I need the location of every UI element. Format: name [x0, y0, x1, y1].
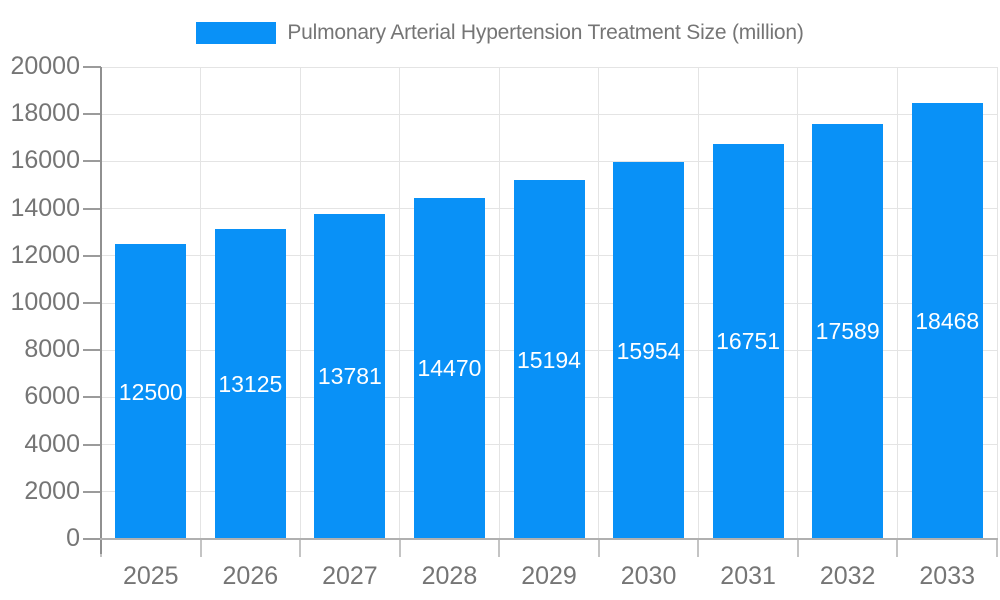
- bar-2025[interactable]: [115, 244, 187, 538]
- x-axis-label: 2030: [620, 562, 677, 590]
- x-axis-line: [100, 538, 998, 540]
- x-axis-label: 2032: [819, 562, 876, 590]
- bar-value-label: 18468: [915, 308, 980, 335]
- vertical-gridline: [697, 67, 699, 539]
- vertical-gridline: [896, 67, 898, 539]
- y-axis-label: 6000: [24, 382, 80, 411]
- x-axis-tick: [498, 539, 501, 557]
- horizontal-gridline: [101, 160, 997, 162]
- x-axis-label: 2031: [720, 562, 776, 590]
- y-axis-label: 14000: [10, 193, 80, 222]
- x-axis-label: 2027: [322, 562, 378, 590]
- vertical-gridline: [299, 67, 301, 539]
- bar-2030[interactable]: [613, 162, 685, 538]
- legend-label: Pulmonary Arterial Hypertension Treatmen…: [287, 21, 804, 44]
- x-axis-label: 2029: [521, 562, 577, 590]
- bar-2029[interactable]: [513, 180, 585, 538]
- horizontal-gridline: [101, 113, 997, 115]
- horizontal-gridline: [101, 66, 997, 68]
- x-axis-tick: [697, 539, 700, 557]
- y-axis-tick: [83, 538, 101, 540]
- legend-item[interactable]: Pulmonary Arterial Hypertension Treatmen…: [0, 21, 1000, 44]
- bar-value-label: 15954: [616, 337, 681, 364]
- y-axis-tick: [83, 396, 101, 399]
- y-axis-label: 10000: [10, 288, 80, 316]
- y-axis-tick: [83, 302, 101, 304]
- y-axis-tick: [83, 349, 101, 352]
- bar-2027[interactable]: [314, 213, 386, 538]
- x-axis-tick: [896, 539, 899, 557]
- vertical-gridline: [996, 67, 998, 539]
- y-axis-label: 2000: [24, 476, 80, 505]
- bar-value-label: 12500: [118, 378, 183, 405]
- x-axis-tick: [597, 539, 600, 557]
- y-axis-tick: [83, 160, 101, 163]
- vertical-gridline: [498, 67, 500, 539]
- y-axis-tick: [83, 490, 101, 493]
- bar-value-label: 15194: [517, 346, 581, 373]
- x-axis-tick: [398, 539, 401, 557]
- x-axis-label: 2026: [222, 562, 279, 590]
- y-axis-line: [100, 67, 102, 554]
- vertical-gridline: [200, 67, 202, 539]
- y-axis-label: 16000: [10, 146, 80, 175]
- y-axis-label: 20000: [10, 52, 80, 80]
- x-axis-label: 2025: [122, 562, 179, 590]
- y-axis-tick: [83, 113, 101, 116]
- y-axis-label: 18000: [10, 99, 80, 128]
- vertical-gridline: [598, 67, 600, 539]
- x-axis-label: 2033: [919, 562, 976, 590]
- y-axis-tick: [83, 66, 101, 68]
- bar-2031[interactable]: [712, 143, 784, 538]
- bar-value-label: 16751: [716, 328, 781, 355]
- bar-2032[interactable]: [812, 123, 884, 538]
- bar-2028[interactable]: [413, 197, 485, 538]
- bar-value-label: 17589: [815, 318, 880, 345]
- y-axis-label: 0: [66, 524, 80, 552]
- y-axis-tick: [83, 443, 101, 446]
- bar-2033[interactable]: [911, 103, 983, 538]
- y-axis-label: 12000: [10, 240, 80, 269]
- y-axis-tick: [83, 254, 101, 257]
- x-axis-tick: [299, 539, 302, 557]
- x-axis-tick: [199, 539, 202, 557]
- x-axis-tick: [796, 539, 799, 557]
- y-axis-label: 4000: [24, 429, 80, 458]
- bar-2026[interactable]: [214, 229, 286, 538]
- x-axis-label: 2028: [421, 562, 478, 590]
- bar-value-label: 13781: [317, 363, 382, 390]
- vertical-gridline: [797, 67, 799, 539]
- y-axis-label: 8000: [24, 335, 80, 364]
- legend-swatch-icon: [196, 22, 277, 44]
- y-axis-tick: [83, 207, 101, 210]
- vertical-gridline: [399, 67, 401, 539]
- bar-value-label: 13125: [218, 371, 283, 398]
- x-axis-tick: [996, 539, 998, 557]
- bar-value-label: 14470: [417, 355, 482, 382]
